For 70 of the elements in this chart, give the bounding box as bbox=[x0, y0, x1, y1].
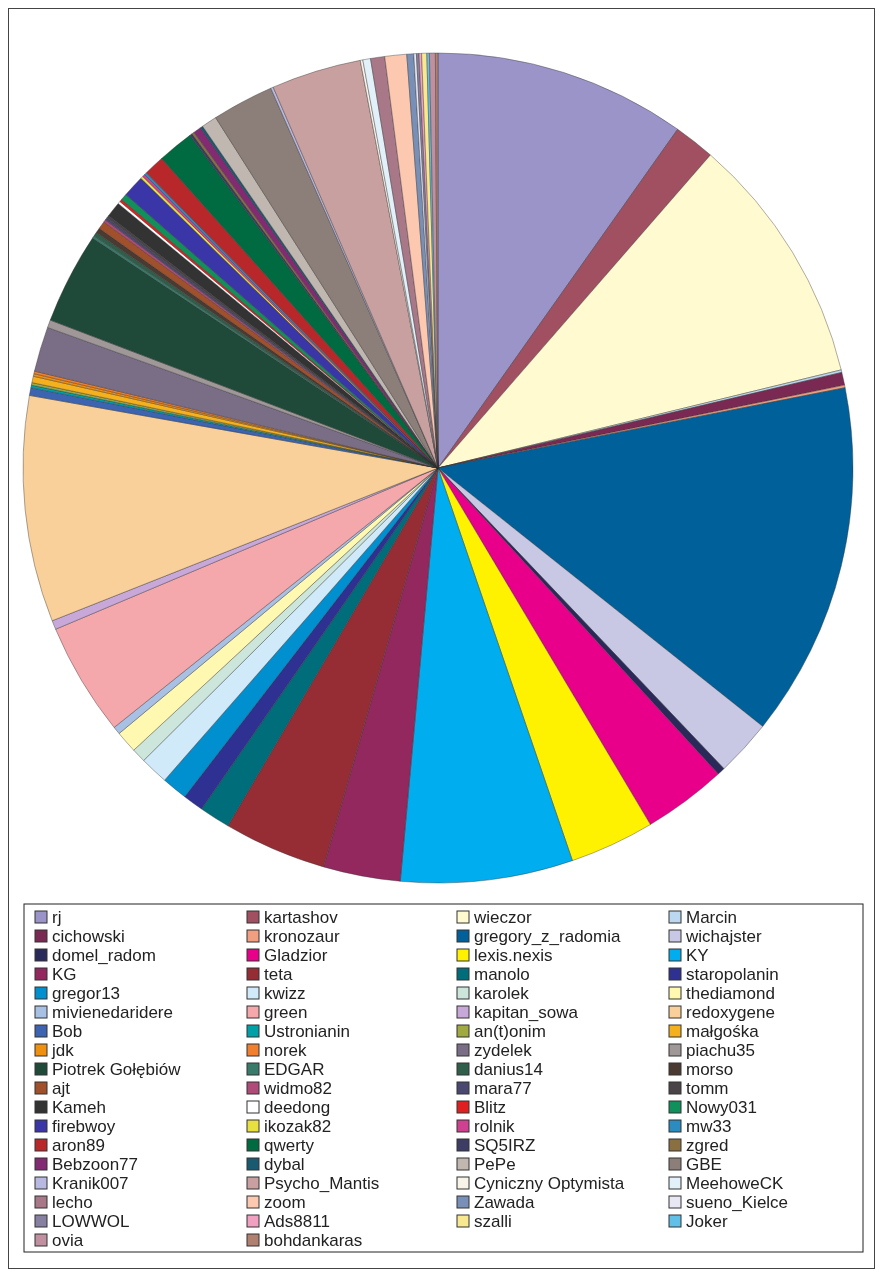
legend-label: Ustronianin bbox=[264, 1022, 350, 1041]
legend-label: Nowy031 bbox=[686, 1098, 757, 1117]
legend-label: domel_radom bbox=[52, 946, 156, 965]
legend-label: Cyniczny Optymista bbox=[474, 1174, 625, 1193]
legend-label: KG bbox=[52, 965, 77, 984]
legend-label: szalli bbox=[474, 1212, 512, 1231]
legend-label: wichajster bbox=[685, 927, 762, 946]
legend-label: bohdankaras bbox=[264, 1231, 363, 1250]
legend-label: aron89 bbox=[52, 1136, 105, 1155]
legend-label: gregory_z_radomia bbox=[474, 927, 622, 946]
legend-label: wieczor bbox=[473, 908, 532, 927]
legend-label: morso bbox=[686, 1060, 734, 1079]
legend-label: ajt bbox=[52, 1079, 71, 1098]
legend-label: danius14 bbox=[474, 1060, 544, 1079]
legend-label: Bebzoon77 bbox=[52, 1155, 139, 1174]
legend-label: Joker bbox=[686, 1212, 728, 1231]
legend-label: staropolanin bbox=[686, 965, 779, 984]
legend-label: norek bbox=[264, 1041, 308, 1060]
legend-label: ovia bbox=[52, 1231, 84, 1250]
legend-label: Gladzior bbox=[264, 946, 328, 965]
legend-label: thediamond bbox=[686, 984, 775, 1003]
legend-label: kwizz bbox=[264, 984, 306, 1003]
legend-label: widmo82 bbox=[263, 1079, 333, 1098]
legend-label: zydelek bbox=[474, 1041, 533, 1060]
legend-label: kapitan_sowa bbox=[474, 1003, 579, 1022]
legend-label: mw33 bbox=[686, 1117, 732, 1136]
legend-label: piachu35 bbox=[686, 1041, 756, 1060]
legend-label: qwerty bbox=[264, 1136, 315, 1155]
legend-label: mara77 bbox=[474, 1079, 532, 1098]
legend-label: manolo bbox=[474, 965, 530, 984]
legend-label: zoom bbox=[264, 1193, 306, 1212]
legend-label: cichowski bbox=[52, 927, 125, 946]
legend-label: LOWWOL bbox=[52, 1212, 130, 1231]
legend-label: Marcin bbox=[686, 908, 738, 927]
legend-label: teta bbox=[264, 965, 293, 984]
legend-label: sueno_Kielce bbox=[686, 1193, 789, 1212]
legend-label: Bob bbox=[52, 1022, 83, 1041]
legend-label: Ads8811 bbox=[264, 1212, 330, 1231]
legend-label: Zawada bbox=[474, 1193, 536, 1212]
legend-label: EDGAR bbox=[264, 1060, 325, 1079]
legend-label: green bbox=[264, 1003, 308, 1022]
legend-label: PePe bbox=[474, 1155, 516, 1174]
legend-label: małgośka bbox=[686, 1022, 760, 1041]
legend-label: tomm bbox=[686, 1079, 729, 1098]
legend-label: mivienedaridere bbox=[52, 1003, 173, 1022]
legend-label: Psycho_Mantis bbox=[264, 1174, 380, 1193]
legend-label: Blitz bbox=[474, 1098, 507, 1117]
legend-label: SQ5IRZ bbox=[474, 1136, 536, 1155]
legend-label: dybal bbox=[264, 1155, 305, 1174]
legend-label: kartashov bbox=[264, 908, 339, 927]
legend-label: kronozaur bbox=[264, 927, 340, 946]
legend-label: MeehoweCK bbox=[686, 1174, 784, 1193]
legend-label: GBE bbox=[686, 1155, 722, 1174]
legend-label: KY bbox=[686, 946, 709, 965]
legend-label: lexis.nexis bbox=[474, 946, 553, 965]
legend-label: Kranik007 bbox=[52, 1174, 129, 1193]
legend-label: gregor13 bbox=[52, 984, 121, 1003]
legend-label: an(t)onim bbox=[474, 1022, 546, 1041]
legend-label: rj bbox=[52, 908, 62, 927]
legend-label: redoxygene bbox=[686, 1003, 775, 1022]
legend-label: ikozak82 bbox=[264, 1117, 332, 1136]
legend-label: karolek bbox=[474, 984, 530, 1003]
legend-label: zgred bbox=[686, 1136, 729, 1155]
legend-label: jdk bbox=[51, 1041, 75, 1060]
legend-label: Kameh bbox=[52, 1098, 106, 1117]
legend-label: firebwoy bbox=[52, 1117, 116, 1136]
legend-label: lecho bbox=[52, 1193, 93, 1212]
legend-label: Piotrek Gołębiów bbox=[52, 1060, 182, 1079]
legend-label: rolnik bbox=[474, 1117, 516, 1136]
legend-label: deedong bbox=[264, 1098, 331, 1117]
